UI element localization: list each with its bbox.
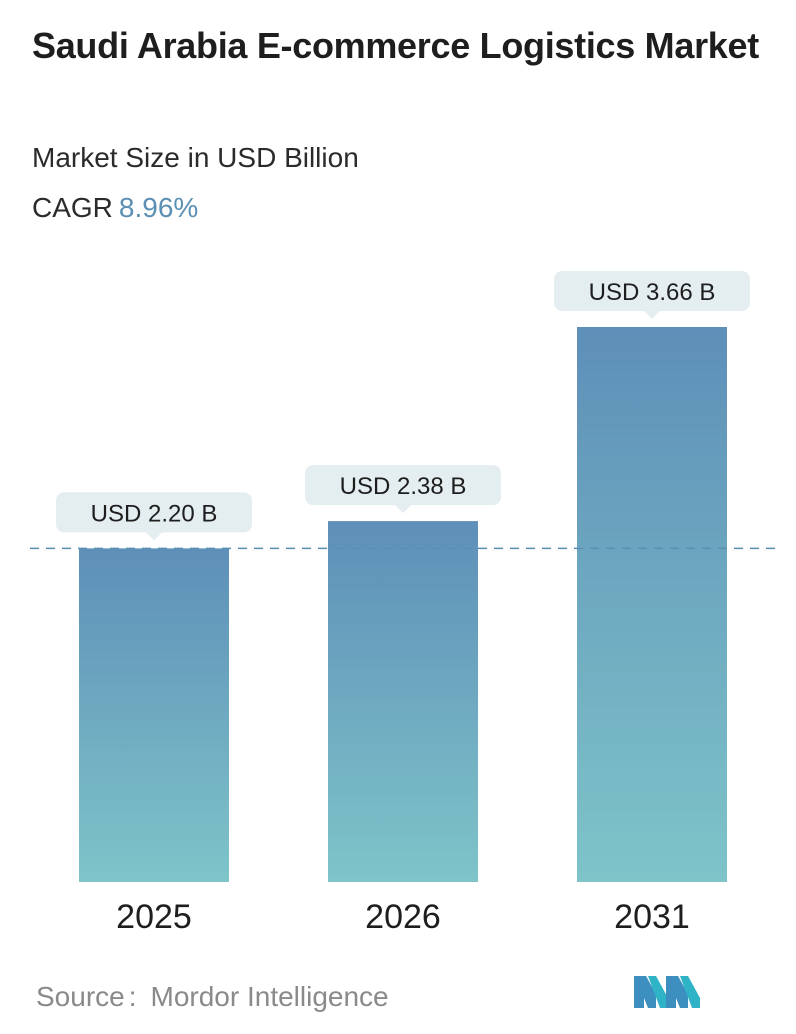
source-value: Mordor Intelligence: [150, 981, 389, 1012]
source-separator: :: [128, 981, 137, 1012]
x-tick-label: 2026: [365, 898, 441, 936]
x-tick-label: 2031: [614, 898, 690, 936]
data-label-callout: USD 2.38 B: [305, 465, 501, 514]
data-label-callout: USD 2.20 B: [56, 492, 252, 541]
data-label: USD 2.20 B: [91, 500, 218, 527]
cagr-label: CAGR: [32, 192, 113, 223]
data-label-callout: USD 3.66 B: [554, 271, 750, 319]
chart-subtitle: Market Size in USD Billion: [32, 142, 359, 173]
x-tick-label: 2025: [116, 898, 192, 936]
bar-2031: [577, 327, 727, 882]
chart-title: Saudi Arabia E-commerce Logistics Market: [32, 25, 759, 66]
bar-2025: [79, 548, 229, 882]
bar-chart: USD 2.20 B 2025 USD 2.38 B 2026 USD 3.66 B 20…: [30, 271, 782, 936]
source-line: Source: Mordor Intelligence: [36, 977, 389, 1017]
data-label: USD 2.38 B: [340, 473, 467, 500]
source-label: Source: [36, 981, 125, 1012]
mordor-intelligence-logo-icon: [634, 976, 700, 1008]
cagr-value: 8.96%: [118, 192, 199, 223]
cagr-line: CAGR 8.96%: [32, 188, 198, 228]
data-label: USD 3.66 B: [589, 279, 716, 306]
bar-2026: [328, 521, 478, 882]
